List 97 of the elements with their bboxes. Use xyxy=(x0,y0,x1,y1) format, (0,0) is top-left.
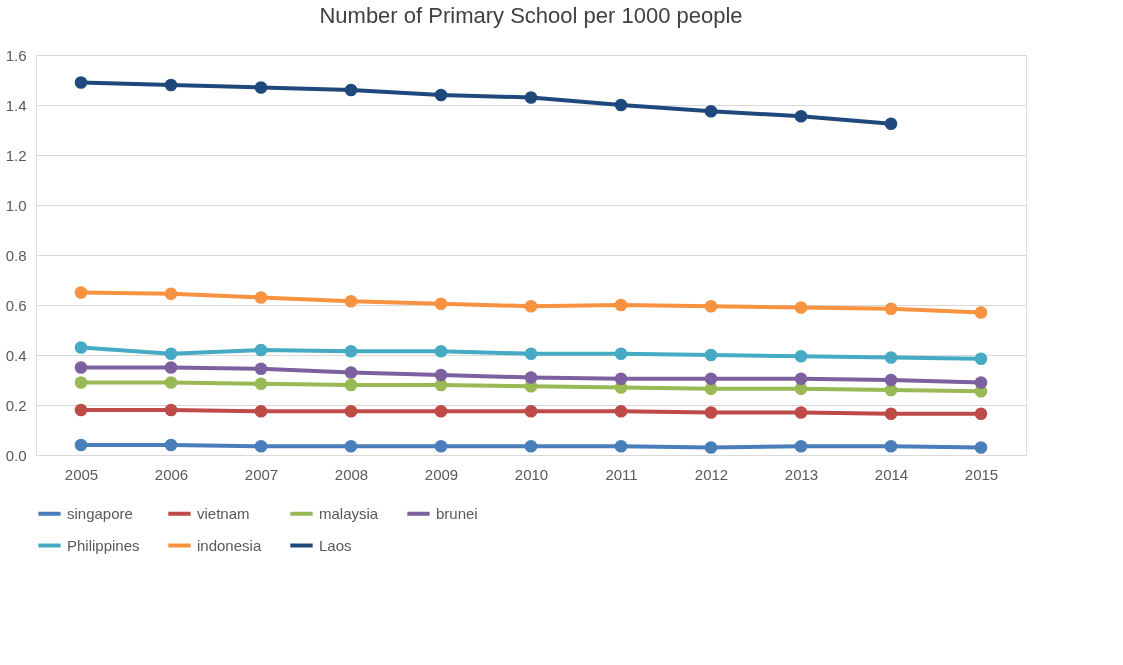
point xyxy=(614,98,628,112)
point xyxy=(524,299,538,313)
legend-label: singapore xyxy=(67,504,133,522)
point xyxy=(164,287,178,301)
point xyxy=(704,104,718,118)
point xyxy=(614,404,628,418)
point xyxy=(254,343,268,357)
y-tick-label: 0.2 xyxy=(5,396,27,414)
point xyxy=(614,372,628,386)
point xyxy=(164,438,178,452)
point xyxy=(74,403,88,417)
point xyxy=(434,404,448,418)
point xyxy=(974,352,988,366)
point xyxy=(344,404,358,418)
point xyxy=(344,366,358,379)
point xyxy=(344,378,358,392)
point xyxy=(524,404,538,418)
point xyxy=(704,406,718,419)
point xyxy=(74,376,88,389)
x-tick-label: 2011 xyxy=(605,465,638,483)
point xyxy=(794,372,808,386)
x-tick-label: 2012 xyxy=(694,465,729,483)
point xyxy=(974,441,988,454)
point xyxy=(884,351,898,364)
y-tick-label: 0.4 xyxy=(5,346,27,364)
point xyxy=(884,373,898,387)
point xyxy=(974,306,988,319)
legend-label: vietnam xyxy=(197,504,250,522)
point xyxy=(794,109,808,123)
point xyxy=(434,88,448,102)
point xyxy=(344,294,358,308)
x-tick-label: 2008 xyxy=(334,465,369,483)
x-tick-label: 2010 xyxy=(514,465,549,483)
point xyxy=(344,439,358,453)
point xyxy=(254,291,268,304)
point xyxy=(524,371,538,384)
point xyxy=(254,362,268,376)
point xyxy=(524,439,538,453)
point xyxy=(614,439,628,453)
point xyxy=(884,302,898,316)
legend-label: Philippines xyxy=(67,536,140,554)
x-tick-label: 2014 xyxy=(874,465,909,483)
point xyxy=(74,76,88,89)
y-tick-label: 0.6 xyxy=(5,296,27,314)
point xyxy=(434,368,448,382)
point xyxy=(794,301,808,314)
x-tick-label: 2015 xyxy=(964,465,999,483)
point xyxy=(704,372,718,386)
y-tick-label: 1.4 xyxy=(5,96,27,114)
point xyxy=(434,297,448,311)
point xyxy=(974,376,988,389)
point xyxy=(704,348,718,362)
x-tick-label: 2009 xyxy=(424,465,459,483)
point xyxy=(344,344,358,358)
legend-label: brunei xyxy=(436,504,478,522)
point xyxy=(524,91,538,104)
point xyxy=(884,407,898,421)
point xyxy=(794,406,808,419)
point xyxy=(254,404,268,418)
x-tick-label: 2005 xyxy=(64,465,99,483)
y-tick-label: 1.2 xyxy=(5,146,27,164)
legend-label: Laos xyxy=(319,536,352,554)
point xyxy=(794,349,808,363)
point xyxy=(704,299,718,313)
point xyxy=(164,361,178,374)
point xyxy=(164,376,178,389)
point xyxy=(254,81,268,94)
point xyxy=(254,439,268,453)
legend-label: malaysia xyxy=(319,504,379,522)
point xyxy=(74,361,88,374)
x-tick-label: 2006 xyxy=(154,465,189,483)
point xyxy=(434,344,448,358)
y-tick-label: 1.0 xyxy=(5,196,27,214)
point xyxy=(164,403,178,417)
point xyxy=(704,441,718,454)
point xyxy=(344,83,358,97)
point xyxy=(74,286,88,299)
chart-title: Number of Primary School per 1000 people xyxy=(319,3,743,28)
point xyxy=(434,439,448,453)
point xyxy=(524,347,538,361)
point xyxy=(164,347,178,361)
point xyxy=(884,439,898,453)
point xyxy=(254,377,268,391)
y-tick-label: 1.6 xyxy=(5,46,27,64)
point xyxy=(614,298,628,312)
point xyxy=(74,438,88,452)
x-tick-label: 2007 xyxy=(244,465,279,483)
point xyxy=(164,78,178,92)
y-tick-label: 0.8 xyxy=(5,246,27,264)
point xyxy=(614,347,628,361)
point xyxy=(74,341,88,354)
legend-label: indonesia xyxy=(197,536,262,554)
point xyxy=(794,439,808,453)
x-tick-label: 2013 xyxy=(784,465,819,483)
point xyxy=(974,407,988,421)
y-tick-label: 0.0 xyxy=(5,446,27,464)
point xyxy=(884,117,898,131)
